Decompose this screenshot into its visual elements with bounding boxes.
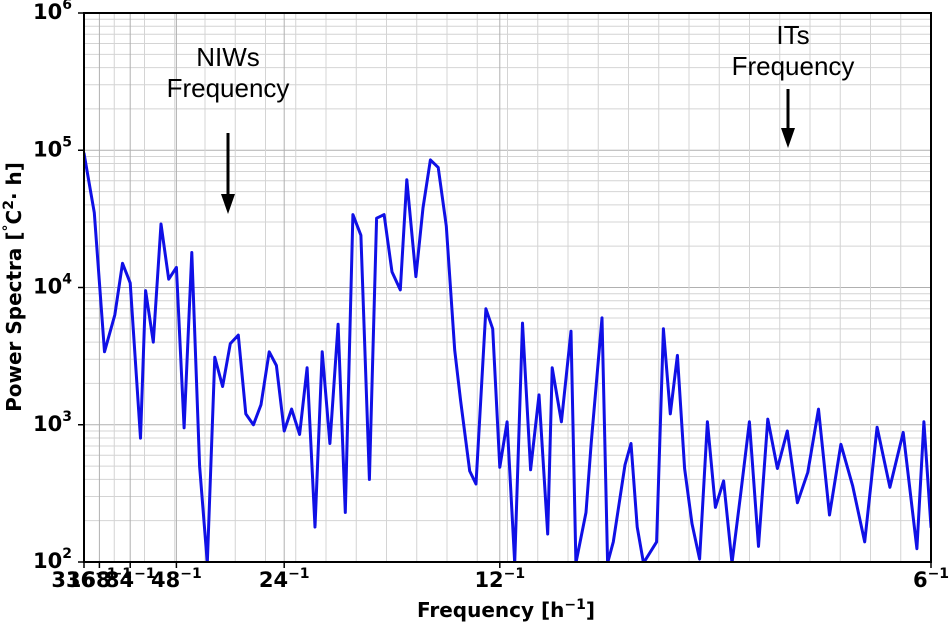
x-axis-title: Frequency [h−1] [417, 597, 595, 622]
y-tick-label: 103 [33, 409, 72, 436]
x-tick-label: 24−1 [259, 566, 310, 592]
x-tick-label: 48−1 [151, 566, 202, 592]
x-tick-label: 6−1 [913, 566, 949, 592]
annotations: NIWs Frequency ITs Frequency [167, 20, 855, 214]
its-frequency-label: ITs Frequency [732, 20, 855, 81]
x-tick-label: 336−1 [51, 566, 116, 592]
x-tick-label: 84−1 [105, 566, 156, 592]
y-tick-label: 106 [33, 0, 72, 24]
spectrum-series-line [84, 151, 931, 562]
y-tick-label: 102 [33, 546, 72, 573]
niws-frequency-label: NIWs Frequency [167, 42, 290, 103]
x-tick-label: 12−1 [474, 566, 525, 592]
niws-arrow-head [221, 194, 235, 214]
y-axis-title: Power Spectra [°C2· h] [1, 162, 26, 412]
x-tick-label: 168−1 [67, 566, 132, 592]
its-arrow-head [781, 128, 795, 148]
grid-lines [83, 13, 932, 563]
y-tick-label: 105 [33, 134, 72, 161]
y-tick-label: 104 [33, 272, 72, 299]
